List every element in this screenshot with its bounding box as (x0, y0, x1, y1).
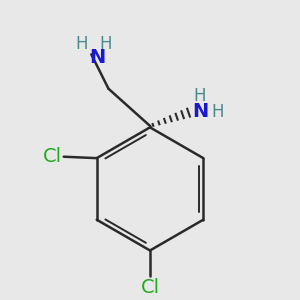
Text: H: H (194, 87, 206, 105)
Text: Cl: Cl (43, 147, 62, 166)
Text: H: H (75, 35, 88, 53)
Text: Cl: Cl (140, 278, 160, 297)
Text: H: H (212, 103, 224, 121)
Text: N: N (192, 102, 208, 121)
Text: N: N (89, 48, 105, 67)
Text: H: H (99, 35, 112, 53)
